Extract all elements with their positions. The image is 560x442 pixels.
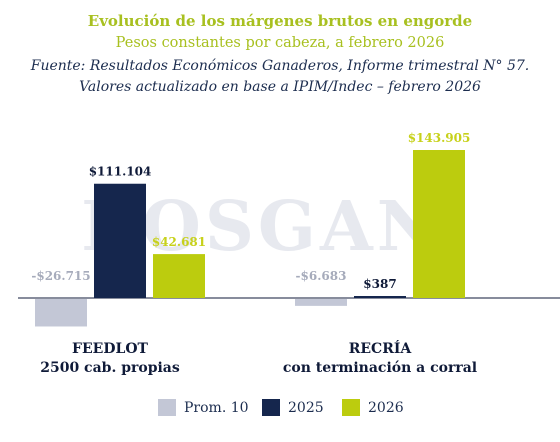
category-label-recria: RECRÍA con terminación a corral xyxy=(270,340,490,378)
value-label-recria-2026: $143.905 xyxy=(408,131,471,145)
value-label-recria-prom10: -$6.683 xyxy=(296,269,347,283)
legend-item-2025: 2025 xyxy=(262,399,324,416)
bar-recria-2025 xyxy=(354,296,406,298)
legend-item-prom10: Prom. 10 xyxy=(158,399,249,416)
source-note-line1: Fuente: Resultados Económicos Ganaderos,… xyxy=(30,58,530,74)
bar-feedlot-2026 xyxy=(153,254,205,298)
bar-recria-2026 xyxy=(413,150,465,298)
category-name: RECRÍA xyxy=(348,341,412,357)
bar-feedlot-prom10 xyxy=(35,299,87,327)
chart-subtitle: Pesos constantes por cabeza, a febrero 2… xyxy=(115,35,445,51)
category-label-feedlot: FEEDLOT 2500 cab. propias xyxy=(20,340,200,378)
category-detail: 2500 cab. propias xyxy=(40,360,180,376)
category-name: FEEDLOT xyxy=(72,341,148,357)
legend-item-2026: 2026 xyxy=(342,399,404,416)
value-label-feedlot-2026: $42.681 xyxy=(152,235,206,249)
value-label-feedlot-prom10: -$26.715 xyxy=(31,269,90,283)
legend-label: Prom. 10 xyxy=(184,399,249,416)
source-note-line2: Valores actualizado en base a IPIM/Indec… xyxy=(79,79,481,95)
legend-label: 2026 xyxy=(368,399,404,416)
legend-swatch xyxy=(342,399,360,416)
legend-swatch xyxy=(158,399,176,416)
chart-legend: Prom. 10 2025 2026 xyxy=(0,399,560,423)
legend-label: 2025 xyxy=(288,399,324,416)
category-detail: con terminación a corral xyxy=(282,360,478,376)
chart-title: Evolución de los márgenes brutos en engo… xyxy=(87,12,473,30)
bar-recria-prom10 xyxy=(295,299,347,306)
value-label-feedlot-2025: $111.104 xyxy=(89,165,152,179)
bar-feedlot-2025 xyxy=(94,183,146,298)
legend-swatch xyxy=(262,399,280,416)
value-label-recria-2025: $387 xyxy=(363,277,396,291)
